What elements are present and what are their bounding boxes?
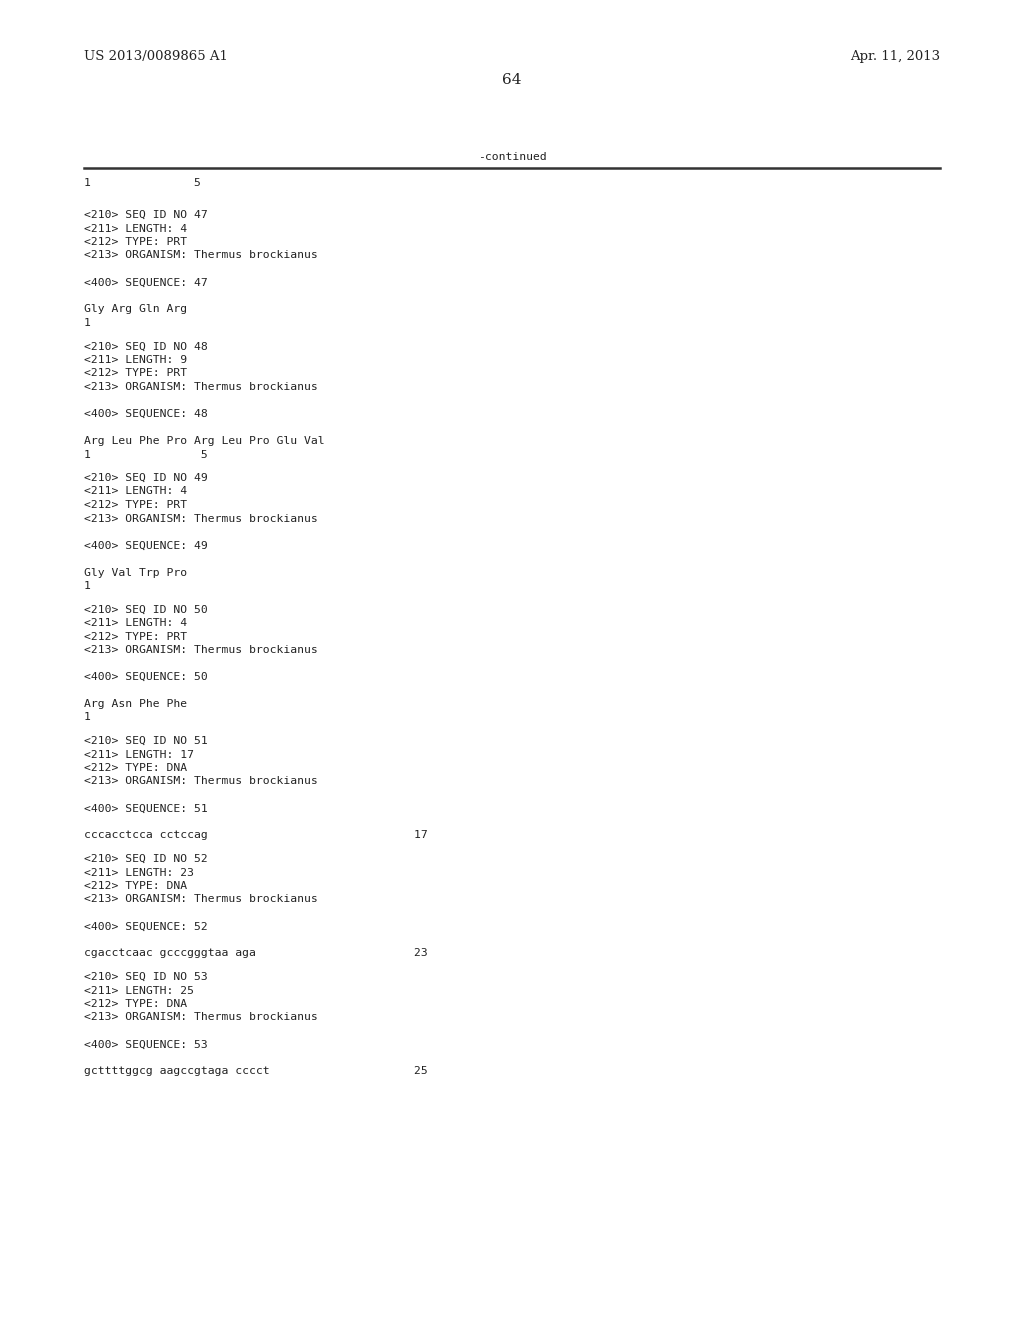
Text: 1: 1	[84, 713, 91, 722]
Text: <213> ORGANISM: Thermus brockianus: <213> ORGANISM: Thermus brockianus	[84, 251, 317, 260]
Text: 1: 1	[84, 318, 91, 327]
Text: <213> ORGANISM: Thermus brockianus: <213> ORGANISM: Thermus brockianus	[84, 895, 317, 904]
Text: 1: 1	[84, 581, 91, 591]
Text: <210> SEQ ID NO 49: <210> SEQ ID NO 49	[84, 473, 208, 483]
Text: <213> ORGANISM: Thermus brockianus: <213> ORGANISM: Thermus brockianus	[84, 776, 317, 787]
Text: <212> TYPE: PRT: <212> TYPE: PRT	[84, 238, 187, 247]
Text: gcttttggcg aagccgtaga cccct                     25: gcttttggcg aagccgtaga cccct 25	[84, 1067, 428, 1077]
Text: <212> TYPE: DNA: <212> TYPE: DNA	[84, 763, 187, 774]
Text: <212> TYPE: DNA: <212> TYPE: DNA	[84, 880, 187, 891]
Text: <213> ORGANISM: Thermus brockianus: <213> ORGANISM: Thermus brockianus	[84, 645, 317, 655]
Text: <400> SEQUENCE: 53: <400> SEQUENCE: 53	[84, 1040, 208, 1049]
Text: 64: 64	[502, 73, 522, 87]
Text: 1                5: 1 5	[84, 450, 208, 459]
Text: US 2013/0089865 A1: US 2013/0089865 A1	[84, 50, 228, 63]
Text: Arg Leu Phe Pro Arg Leu Pro Glu Val: Arg Leu Phe Pro Arg Leu Pro Glu Val	[84, 436, 325, 446]
Text: <212> TYPE: PRT: <212> TYPE: PRT	[84, 631, 187, 642]
Text: <210> SEQ ID NO 50: <210> SEQ ID NO 50	[84, 605, 208, 615]
Text: <211> LENGTH: 25: <211> LENGTH: 25	[84, 986, 194, 995]
Text: <210> SEQ ID NO 52: <210> SEQ ID NO 52	[84, 854, 208, 865]
Text: <210> SEQ ID NO 48: <210> SEQ ID NO 48	[84, 342, 208, 351]
Text: Gly Arg Gln Arg: Gly Arg Gln Arg	[84, 305, 187, 314]
Text: <400> SEQUENCE: 49: <400> SEQUENCE: 49	[84, 540, 208, 550]
Text: <400> SEQUENCE: 48: <400> SEQUENCE: 48	[84, 409, 208, 418]
Text: <211> LENGTH: 4: <211> LENGTH: 4	[84, 487, 187, 496]
Text: <212> TYPE: DNA: <212> TYPE: DNA	[84, 999, 187, 1008]
Text: <400> SEQUENCE: 51: <400> SEQUENCE: 51	[84, 804, 208, 813]
Text: 1               5: 1 5	[84, 178, 201, 187]
Text: <211> LENGTH: 4: <211> LENGTH: 4	[84, 223, 187, 234]
Text: <213> ORGANISM: Thermus brockianus: <213> ORGANISM: Thermus brockianus	[84, 381, 317, 392]
Text: <400> SEQUENCE: 50: <400> SEQUENCE: 50	[84, 672, 208, 682]
Text: <212> TYPE: PRT: <212> TYPE: PRT	[84, 500, 187, 510]
Text: <400> SEQUENCE: 52: <400> SEQUENCE: 52	[84, 921, 208, 932]
Text: <211> LENGTH: 9: <211> LENGTH: 9	[84, 355, 187, 366]
Text: -continued: -continued	[477, 152, 547, 162]
Text: Gly Val Trp Pro: Gly Val Trp Pro	[84, 568, 187, 578]
Text: <210> SEQ ID NO 51: <210> SEQ ID NO 51	[84, 737, 208, 746]
Text: <400> SEQUENCE: 47: <400> SEQUENCE: 47	[84, 277, 208, 288]
Text: <213> ORGANISM: Thermus brockianus: <213> ORGANISM: Thermus brockianus	[84, 1012, 317, 1023]
Text: <212> TYPE: PRT: <212> TYPE: PRT	[84, 368, 187, 379]
Text: <211> LENGTH: 23: <211> LENGTH: 23	[84, 867, 194, 878]
Text: <210> SEQ ID NO 47: <210> SEQ ID NO 47	[84, 210, 208, 220]
Text: <211> LENGTH: 4: <211> LENGTH: 4	[84, 618, 187, 628]
Text: Apr. 11, 2013: Apr. 11, 2013	[850, 50, 940, 63]
Text: cgacctcaac gcccgggtaa aga                       23: cgacctcaac gcccgggtaa aga 23	[84, 949, 428, 958]
Text: <210> SEQ ID NO 53: <210> SEQ ID NO 53	[84, 972, 208, 982]
Text: Arg Asn Phe Phe: Arg Asn Phe Phe	[84, 700, 187, 709]
Text: cccacctcca cctccag                              17: cccacctcca cctccag 17	[84, 830, 428, 841]
Text: <211> LENGTH: 17: <211> LENGTH: 17	[84, 750, 194, 759]
Text: <213> ORGANISM: Thermus brockianus: <213> ORGANISM: Thermus brockianus	[84, 513, 317, 524]
